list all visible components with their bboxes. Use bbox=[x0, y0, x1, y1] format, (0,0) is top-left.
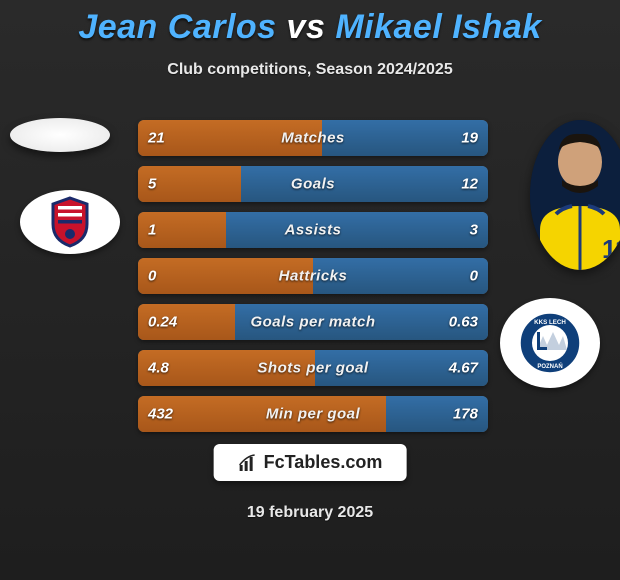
svg-text:11: 11 bbox=[602, 234, 620, 264]
svg-text:POZNAŃ: POZNAŃ bbox=[537, 362, 562, 370]
stat-row: 5 12 Goals bbox=[138, 166, 488, 202]
stat-value-left: 0 bbox=[148, 268, 156, 285]
stat-value-left: 432 bbox=[148, 406, 173, 423]
stat-value-right: 4.67 bbox=[449, 360, 478, 377]
stat-value-left: 21 bbox=[148, 130, 165, 147]
stat-metric-label: Shots per goal bbox=[257, 360, 368, 377]
stat-value-left: 0.24 bbox=[148, 314, 177, 331]
card-subtitle: Club competitions, Season 2024/2025 bbox=[0, 61, 620, 79]
stat-value-right: 12 bbox=[461, 176, 478, 193]
stat-value-right: 0 bbox=[470, 268, 478, 285]
stat-value-right: 19 bbox=[461, 130, 478, 147]
player1-avatar-placeholder bbox=[10, 118, 110, 152]
player1-club-badge bbox=[20, 190, 120, 254]
stat-metric-label: Min per goal bbox=[266, 406, 360, 423]
ishak-avatar-icon: 11 bbox=[530, 120, 620, 270]
player2-club-badge: KKS LECH POZNAŃ bbox=[500, 298, 600, 388]
player2-avatar: 11 bbox=[530, 120, 620, 270]
player1-name: Jean Carlos bbox=[78, 8, 276, 46]
stat-metric-label: Matches bbox=[281, 130, 345, 147]
stat-value-right: 178 bbox=[453, 406, 478, 423]
svg-text:KKS LECH: KKS LECH bbox=[534, 319, 566, 326]
fctables-logo-icon bbox=[238, 453, 258, 473]
stat-row: 4.8 4.67 Shots per goal bbox=[138, 350, 488, 386]
branding-text: FcTables.com bbox=[264, 452, 383, 473]
lech-badge-icon: KKS LECH POZNAŃ bbox=[519, 312, 581, 374]
stat-bars-container: 2119Matches512Goals13Assists00Hattricks0… bbox=[138, 120, 488, 442]
branding-badge: FcTables.com bbox=[214, 444, 407, 481]
stat-metric-label: Goals bbox=[291, 176, 335, 193]
stat-row: 21 19 Matches bbox=[138, 120, 488, 156]
vs-label: vs bbox=[287, 8, 326, 46]
stat-value-left: 5 bbox=[148, 176, 156, 193]
stat-metric-label: Assists bbox=[285, 222, 342, 239]
stat-value-right: 3 bbox=[470, 222, 478, 239]
stat-fill-right bbox=[226, 212, 489, 248]
player2-name: Mikael Ishak bbox=[335, 8, 541, 46]
comparison-card: Jean Carlos vs Mikael Ishak Club competi… bbox=[0, 0, 620, 580]
stat-metric-label: Goals per match bbox=[250, 314, 375, 331]
stat-row: 0 0 Hattricks bbox=[138, 258, 488, 294]
rakow-shield-icon bbox=[49, 196, 91, 248]
stat-row: 432 178 Min per goal bbox=[138, 396, 488, 432]
card-title: Jean Carlos vs Mikael Ishak bbox=[0, 0, 620, 47]
stat-fill-right bbox=[241, 166, 488, 202]
stat-row: 0.24 0.63 Goals per match bbox=[138, 304, 488, 340]
stat-value-left: 1 bbox=[148, 222, 156, 239]
card-date: 19 february 2025 bbox=[0, 504, 620, 522]
stat-row: 1 3 Assists bbox=[138, 212, 488, 248]
stat-value-right: 0.63 bbox=[449, 314, 478, 331]
stat-metric-label: Hattricks bbox=[279, 268, 348, 285]
stat-value-left: 4.8 bbox=[148, 360, 169, 377]
